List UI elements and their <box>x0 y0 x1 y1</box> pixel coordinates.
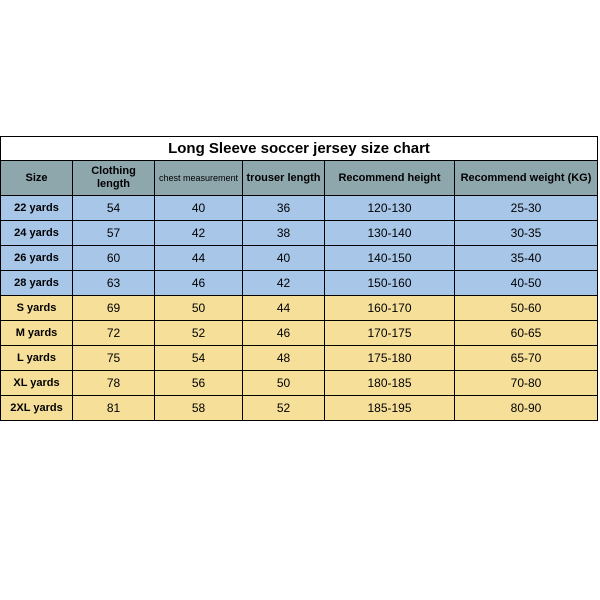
value-cell: 185-195 <box>325 396 455 421</box>
table-row: L yards755448175-18065-70 <box>1 346 598 371</box>
value-cell: 150-160 <box>325 271 455 296</box>
value-cell: 42 <box>243 271 325 296</box>
size-cell: 28 yards <box>1 271 73 296</box>
value-cell: 78 <box>73 371 155 396</box>
value-cell: 40 <box>155 196 243 221</box>
value-cell: 80-90 <box>455 396 598 421</box>
column-header: Clothing length <box>73 161 155 196</box>
value-cell: 50 <box>243 371 325 396</box>
column-header: Recommend weight (KG) <box>455 161 598 196</box>
value-cell: 140-150 <box>325 246 455 271</box>
column-header: Recommend height <box>325 161 455 196</box>
header-row: SizeClothing lengthchest measurementtrou… <box>1 161 598 196</box>
table-row: XL yards785650180-18570-80 <box>1 371 598 396</box>
value-cell: 57 <box>73 221 155 246</box>
chart-title: Long Sleeve soccer jersey size chart <box>1 137 598 161</box>
value-cell: 120-130 <box>325 196 455 221</box>
size-cell: 24 yards <box>1 221 73 246</box>
value-cell: 48 <box>243 346 325 371</box>
size-cell: L yards <box>1 346 73 371</box>
value-cell: 69 <box>73 296 155 321</box>
value-cell: 40-50 <box>455 271 598 296</box>
value-cell: 60-65 <box>455 321 598 346</box>
value-cell: 35-40 <box>455 246 598 271</box>
size-cell: S yards <box>1 296 73 321</box>
title-row: Long Sleeve soccer jersey size chart <box>1 137 598 161</box>
value-cell: 38 <box>243 221 325 246</box>
value-cell: 160-170 <box>325 296 455 321</box>
value-cell: 130-140 <box>325 221 455 246</box>
table-row: 26 yards604440140-15035-40 <box>1 246 598 271</box>
table-row: 28 yards634642150-16040-50 <box>1 271 598 296</box>
table-row: 22 yards544036120-13025-30 <box>1 196 598 221</box>
value-cell: 56 <box>155 371 243 396</box>
value-cell: 52 <box>243 396 325 421</box>
value-cell: 44 <box>243 296 325 321</box>
value-cell: 75 <box>73 346 155 371</box>
value-cell: 40 <box>243 246 325 271</box>
value-cell: 54 <box>155 346 243 371</box>
size-chart-table: Long Sleeve soccer jersey size chart Siz… <box>0 136 598 421</box>
size-chart-container: Long Sleeve soccer jersey size chart Siz… <box>0 136 600 421</box>
value-cell: 70-80 <box>455 371 598 396</box>
value-cell: 170-175 <box>325 321 455 346</box>
value-cell: 58 <box>155 396 243 421</box>
value-cell: 60 <box>73 246 155 271</box>
table-row: S yards695044160-17050-60 <box>1 296 598 321</box>
size-cell: XL yards <box>1 371 73 396</box>
table-row: 2XL yards815852185-19580-90 <box>1 396 598 421</box>
column-header: Size <box>1 161 73 196</box>
value-cell: 63 <box>73 271 155 296</box>
value-cell: 50-60 <box>455 296 598 321</box>
value-cell: 50 <box>155 296 243 321</box>
table-row: M yards725246170-17560-65 <box>1 321 598 346</box>
size-cell: 2XL yards <box>1 396 73 421</box>
value-cell: 54 <box>73 196 155 221</box>
value-cell: 180-185 <box>325 371 455 396</box>
size-cell: 26 yards <box>1 246 73 271</box>
value-cell: 44 <box>155 246 243 271</box>
value-cell: 30-35 <box>455 221 598 246</box>
size-cell: 22 yards <box>1 196 73 221</box>
value-cell: 175-180 <box>325 346 455 371</box>
value-cell: 25-30 <box>455 196 598 221</box>
value-cell: 46 <box>243 321 325 346</box>
value-cell: 46 <box>155 271 243 296</box>
value-cell: 81 <box>73 396 155 421</box>
value-cell: 65-70 <box>455 346 598 371</box>
value-cell: 42 <box>155 221 243 246</box>
value-cell: 52 <box>155 321 243 346</box>
table-row: 24 yards574238130-14030-35 <box>1 221 598 246</box>
value-cell: 72 <box>73 321 155 346</box>
column-header: chest measurement <box>155 161 243 196</box>
size-cell: M yards <box>1 321 73 346</box>
value-cell: 36 <box>243 196 325 221</box>
column-header: trouser length <box>243 161 325 196</box>
